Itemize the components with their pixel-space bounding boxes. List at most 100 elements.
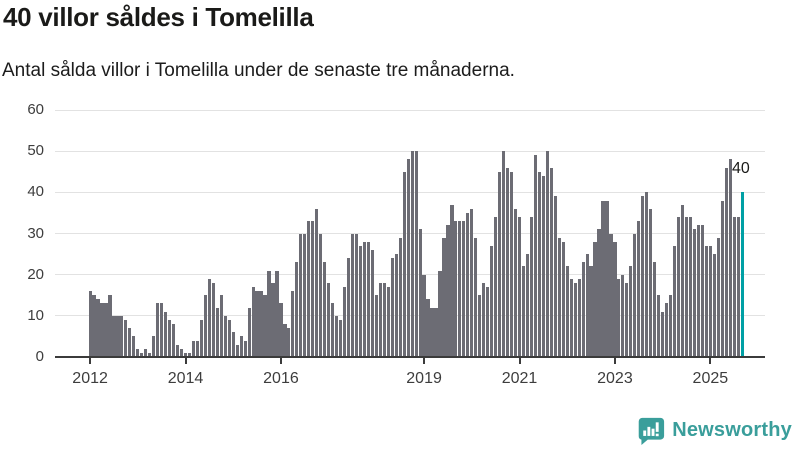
bar <box>92 295 96 357</box>
bar <box>728 159 732 357</box>
bar <box>295 262 299 357</box>
bar <box>525 254 530 357</box>
bar <box>144 348 148 357</box>
bar <box>219 295 223 357</box>
bar <box>653 262 657 357</box>
bar <box>521 266 526 357</box>
bar <box>108 295 112 357</box>
bar <box>267 270 271 357</box>
bar <box>577 278 581 357</box>
bar <box>259 291 263 357</box>
bar <box>585 254 589 357</box>
gridline <box>55 315 765 317</box>
bar <box>665 303 669 357</box>
x-axis-tick <box>613 358 616 364</box>
bar <box>227 319 231 357</box>
bar <box>215 307 219 357</box>
bar <box>613 241 617 357</box>
bar <box>609 233 613 357</box>
x-axis-label: 2021 <box>501 370 538 387</box>
bar <box>633 233 637 357</box>
x-axis-label: 2016 <box>263 370 299 387</box>
bar <box>549 167 553 357</box>
bar <box>223 315 227 357</box>
x-axis-tick <box>279 358 282 364</box>
bar <box>724 167 728 357</box>
bar <box>708 245 712 357</box>
y-axis-label: 30 <box>27 224 44 242</box>
y-axis-label: 10 <box>27 306 44 324</box>
bar <box>354 233 359 357</box>
bar <box>505 167 510 357</box>
bar <box>358 245 363 357</box>
bar <box>342 287 347 357</box>
bar <box>498 171 502 357</box>
bar <box>406 159 410 357</box>
bar <box>128 328 132 357</box>
bar <box>474 237 478 357</box>
bar <box>136 348 140 357</box>
bar <box>657 295 661 357</box>
bar <box>152 336 156 357</box>
bar <box>382 282 386 357</box>
bar <box>251 287 255 357</box>
bar <box>124 319 128 357</box>
bar <box>601 200 605 357</box>
bar <box>422 274 426 357</box>
bar <box>378 282 382 357</box>
y-axis-label: 0 <box>35 348 44 365</box>
bar <box>470 208 474 357</box>
bar <box>736 217 740 357</box>
bar <box>168 319 172 357</box>
bar <box>625 282 629 357</box>
bar <box>390 258 394 357</box>
x-axis-tick <box>89 358 92 364</box>
y-axis-label: 40 <box>27 183 44 201</box>
bar <box>442 237 446 357</box>
bar <box>335 315 339 357</box>
bar <box>513 208 518 357</box>
x-axis-tick <box>423 358 426 364</box>
bar <box>561 241 565 357</box>
gridline <box>55 274 765 276</box>
bar <box>247 307 251 357</box>
bar <box>517 217 522 357</box>
bar <box>132 336 136 357</box>
bar <box>589 266 593 357</box>
bar <box>243 340 247 357</box>
bar <box>366 241 370 357</box>
bar <box>545 151 549 357</box>
bar <box>211 282 215 357</box>
bar <box>183 352 188 357</box>
bar <box>327 282 331 357</box>
bar <box>362 241 367 357</box>
bar <box>462 221 466 357</box>
bar <box>573 282 577 357</box>
y-axis-label: 50 <box>27 142 44 160</box>
bar <box>692 229 697 357</box>
x-axis-label: 2014 <box>167 370 204 387</box>
bar <box>553 196 557 357</box>
bar <box>398 237 402 357</box>
bar <box>688 217 693 357</box>
bar <box>641 196 645 357</box>
bar <box>430 307 434 357</box>
gridline <box>55 191 765 193</box>
bar <box>541 175 545 357</box>
gridline <box>55 109 765 111</box>
bar <box>88 291 92 357</box>
x-axis-tick <box>518 358 521 364</box>
bar <box>311 221 315 357</box>
bar <box>716 237 720 357</box>
bar <box>700 225 704 357</box>
bar <box>160 303 164 357</box>
bar <box>331 303 335 357</box>
bar <box>191 340 196 357</box>
bar <box>140 352 144 357</box>
brand-footer: Newsworthy <box>636 416 792 445</box>
bar <box>164 311 168 357</box>
bar <box>394 254 398 357</box>
bar <box>303 233 307 357</box>
bar <box>446 225 450 357</box>
